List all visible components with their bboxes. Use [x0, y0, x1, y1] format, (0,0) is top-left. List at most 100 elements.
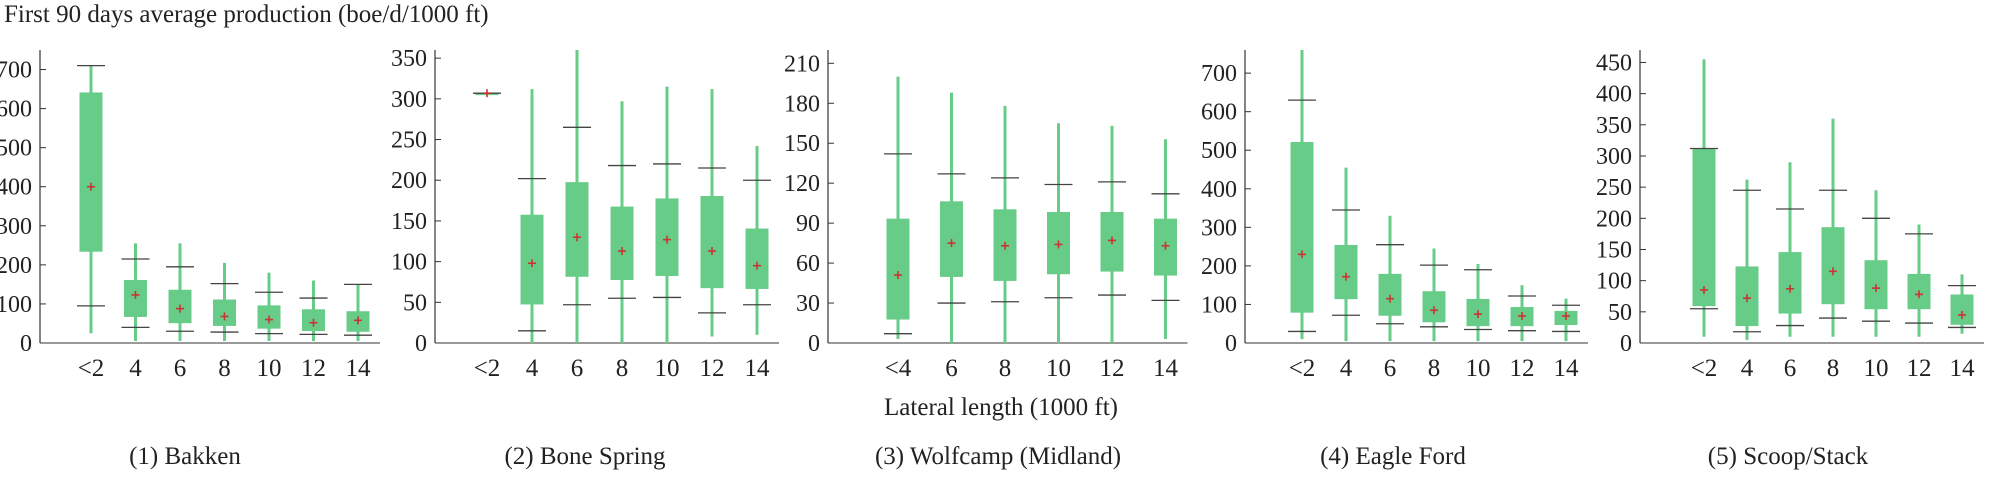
panel-4-ytick-label-3: 300: [1201, 215, 1237, 241]
panel-5-mean-2: [1786, 284, 1794, 293]
panel-1-mean-0: [87, 182, 95, 191]
panel-1-xtick-label-0: <2: [78, 355, 105, 382]
panel-5-ytick-label-5: 250: [1596, 175, 1632, 201]
panel-3-mean-1: [947, 239, 956, 248]
panel-3-ytick-label-6: 180: [784, 91, 820, 117]
panel-2-mean-6: [753, 261, 761, 270]
panel-1-mean-6: [354, 316, 362, 325]
panel-1-xtick-label-2: 6: [174, 355, 187, 382]
panel-4-ytick-label-2: 200: [1201, 254, 1237, 280]
panel-4-ytick-label-7: 700: [1201, 61, 1237, 87]
panel-4-xtick-label-5: 12: [1510, 355, 1535, 382]
panel-5-xtick-label-4: 10: [1864, 355, 1889, 382]
panel-3-xtick-label-5: 14: [1153, 355, 1179, 382]
panel-title-5: (5) Scoop/Stack: [1707, 443, 1869, 470]
panel-5-xtick-label-1: 4: [1741, 355, 1754, 382]
panel-1-ytick-label-7: 700: [0, 58, 32, 84]
panel-2-box-2: [565, 182, 589, 277]
panel-title-2: (2) Bone Spring: [504, 443, 666, 470]
panel-4-mean-0: [1298, 250, 1306, 259]
panel-1-xtick-label-6: 14: [346, 355, 372, 382]
panel-1-ytick-label-4: 400: [0, 175, 32, 201]
panel-2-ytick-label-1: 50: [403, 290, 427, 316]
panel-1-ytick-label-6: 600: [0, 97, 32, 123]
panel-5-xtick-label-6: 14: [1950, 355, 1976, 382]
panel-1-mean-5: [309, 318, 318, 327]
panel-title-4: (4) Eagle Ford: [1320, 443, 1466, 470]
panel-1-xtick-label-5: 12: [301, 355, 326, 382]
panel-5-ytick-label-8: 400: [1596, 82, 1632, 108]
panel-title-1: (1) Bakken: [129, 443, 241, 470]
panel-3-ytick-label-2: 60: [796, 251, 820, 277]
panel-1-mean-4: [265, 315, 273, 324]
panel-3-xtick-label-0: <4: [885, 355, 912, 382]
panel-title-3: (3) Wolfcamp (Midland): [874, 443, 1122, 470]
panel-4-mean-6: [1562, 312, 1570, 321]
panel-2-ytick-label-6: 300: [391, 87, 427, 113]
panel-3-xtick-label-4: 12: [1100, 355, 1125, 382]
x-axis-title: Lateral length (1000 ft): [884, 394, 1118, 421]
panel-2-mean-0: [483, 89, 491, 98]
panel-3-ytick-label-4: 120: [784, 171, 820, 197]
panel-2-box-3: [610, 206, 634, 281]
panel-4-xtick-label-1: 4: [1340, 355, 1353, 382]
panel-3-mean-4: [1108, 236, 1116, 245]
panel-3-ytick-label-7: 210: [784, 51, 820, 77]
panel-2-xtick-label-6: 14: [745, 355, 771, 382]
panel-1-mean-1: [131, 290, 140, 299]
panel-1-ytick-label-2: 200: [0, 253, 32, 279]
panel-2-ytick-label-7: 350: [391, 46, 427, 72]
panel-4-mean-5: [1518, 312, 1526, 321]
panel-5-xtick-label-3: 8: [1827, 355, 1840, 382]
panel-5-xtick-label-2: 6: [1784, 355, 1797, 382]
panel-2-ytick-label-4: 200: [391, 168, 427, 194]
panel-5-mean-1: [1743, 294, 1751, 303]
panel-2-mean-4: [663, 235, 671, 244]
panel-2-xtick-label-5: 12: [700, 355, 725, 382]
panel-4-ytick-label-4: 400: [1201, 177, 1237, 203]
panel-5-mean-4: [1872, 284, 1880, 293]
panel-5-box-0: [1692, 147, 1716, 307]
panel-2-mean-2: [573, 233, 581, 242]
panel-1-xtick-label-1: 4: [129, 355, 142, 382]
panel-1-ytick-label-1: 100: [0, 292, 32, 318]
panel-1-mean-2: [176, 304, 184, 313]
panel-2-xtick-label-3: 8: [616, 355, 629, 382]
panel-5-mean-3: [1829, 267, 1837, 276]
panel-2-box-5: [700, 196, 724, 289]
panel-1-mean-3: [220, 312, 229, 321]
panel-4-mean-2: [1386, 294, 1394, 303]
panel-1-xtick-label-4: 10: [257, 355, 282, 382]
panel-3-mean-5: [1161, 241, 1170, 250]
panel-2-mean-1: [528, 259, 536, 268]
panel-2-ytick-label-3: 150: [391, 209, 427, 235]
panel-4-xtick-label-3: 8: [1428, 355, 1441, 382]
panel-2-xtick-label-0: <2: [474, 355, 501, 382]
panel-1-box-0: [79, 92, 103, 252]
panel-3-ytick-label-0: 0: [808, 331, 820, 357]
panel-1-xtick-label-3: 8: [218, 355, 231, 382]
panel-1-ytick-label-3: 300: [0, 214, 32, 240]
panel-4-box-1: [1334, 244, 1358, 300]
panel-4-xtick-label-4: 10: [1466, 355, 1491, 382]
panel-2-xtick-label-2: 6: [571, 355, 584, 382]
panel-2-ytick-label-0: 0: [415, 331, 427, 357]
panel-5-ytick-label-4: 200: [1596, 206, 1632, 232]
panel-4-xtick-label-2: 6: [1384, 355, 1397, 382]
panel-5-mean-6: [1958, 310, 1966, 319]
panel-3-ytick-label-1: 30: [796, 291, 820, 317]
panel-4-ytick-label-0: 0: [1225, 331, 1237, 357]
panel-3-mean-0: [894, 271, 902, 280]
panel-2-box-6: [745, 228, 769, 289]
panel-3-xtick-label-2: 8: [999, 355, 1012, 382]
panel-3-ytick-label-3: 90: [796, 211, 820, 237]
panel-4-xtick-label-0: <2: [1289, 355, 1316, 382]
panel-2-ytick-label-5: 250: [391, 128, 427, 154]
panel-2-mean-5: [708, 247, 716, 256]
panel-4-box-0: [1290, 142, 1314, 313]
panel-3-ytick-label-5: 150: [784, 131, 820, 157]
panel-5-box-3: [1821, 227, 1845, 305]
panel-2-xtick-label-1: 4: [526, 355, 539, 382]
panel-5-ytick-label-1: 50: [1608, 300, 1632, 326]
panel-5-box-6: [1950, 294, 1974, 325]
